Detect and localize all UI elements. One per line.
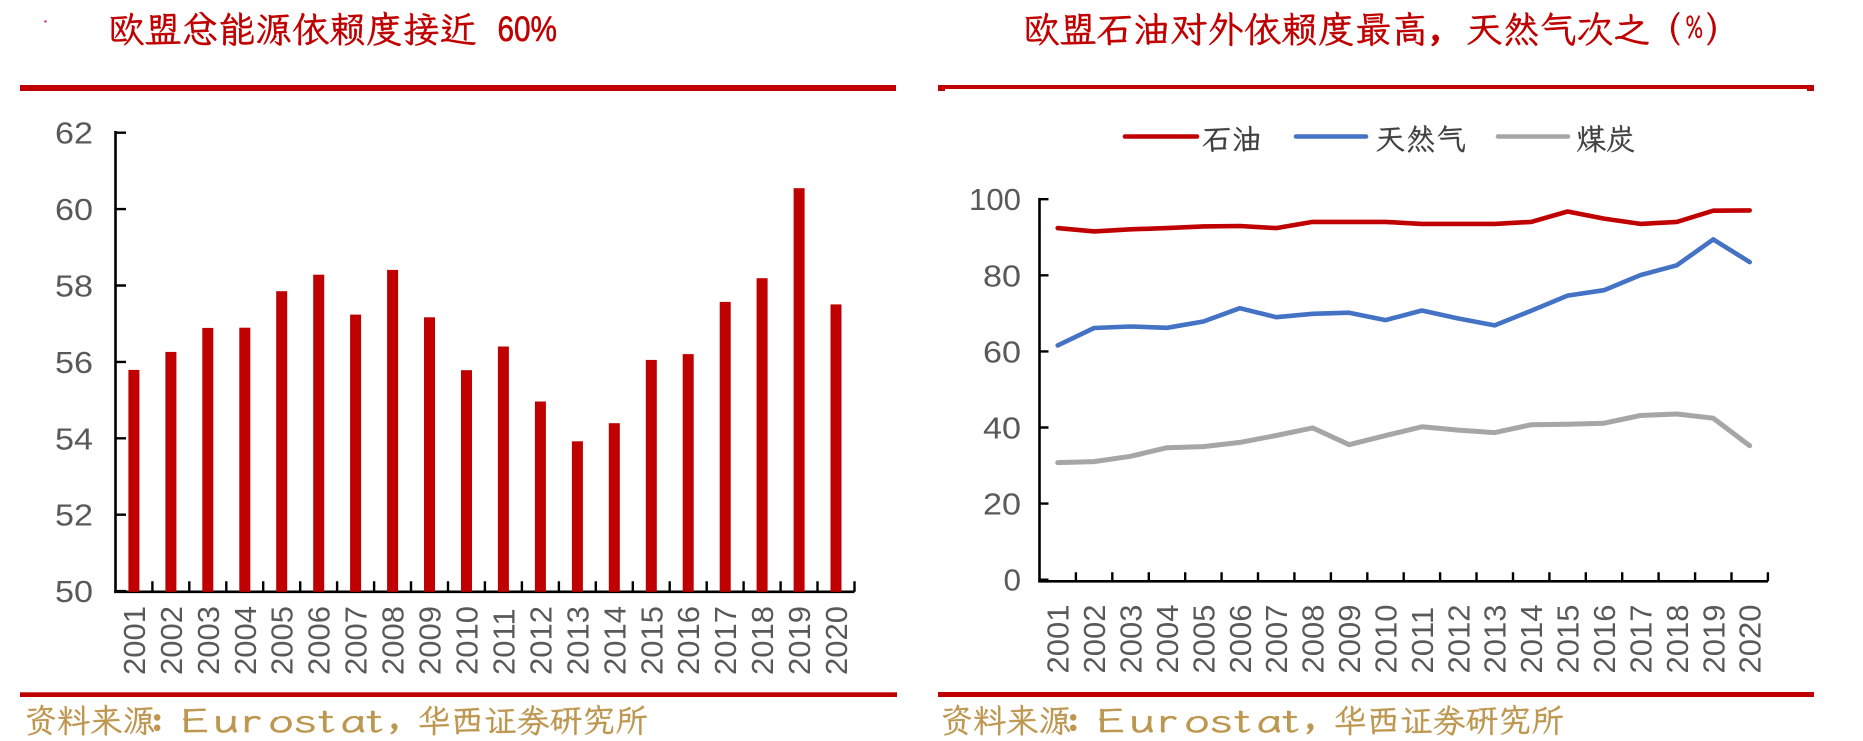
svg-text:2004: 2004 [1150, 605, 1185, 674]
svg-text:56: 56 [55, 345, 93, 380]
svg-text:2018: 2018 [1660, 605, 1695, 674]
svg-text:2020: 2020 [1733, 605, 1768, 674]
svg-text:2005: 2005 [1186, 605, 1221, 674]
svg-text:2010: 2010 [1369, 605, 1404, 674]
svg-text:58: 58 [55, 269, 93, 304]
svg-text:2003: 2003 [1114, 605, 1149, 674]
svg-text:2017: 2017 [708, 606, 743, 675]
svg-text:100: 100 [969, 182, 1021, 217]
svg-text:2012: 2012 [1441, 605, 1476, 674]
svg-text:2007: 2007 [339, 606, 374, 675]
svg-text:54: 54 [55, 421, 93, 456]
svg-text:60: 60 [55, 192, 93, 227]
svg-text:2001: 2001 [1041, 605, 1076, 674]
svg-text:40: 40 [983, 411, 1021, 446]
svg-text:2020: 2020 [819, 606, 854, 675]
svg-text:2009: 2009 [1332, 605, 1367, 674]
svg-text:2008: 2008 [376, 606, 411, 675]
svg-text:2011: 2011 [486, 608, 521, 675]
svg-text:60%: 60% [498, 10, 558, 49]
svg-text:52: 52 [55, 498, 93, 533]
svg-text:2004: 2004 [228, 606, 263, 675]
svg-text:60: 60 [983, 334, 1021, 369]
svg-text:2006: 2006 [1223, 605, 1258, 674]
svg-text:2011: 2011 [1405, 607, 1440, 674]
svg-text:2013: 2013 [1478, 605, 1513, 674]
svg-text:2019: 2019 [782, 606, 817, 675]
svg-text:80: 80 [983, 258, 1021, 293]
svg-text:2007: 2007 [1259, 605, 1294, 674]
svg-text:0: 0 [1004, 563, 1022, 598]
svg-text:2009: 2009 [413, 606, 448, 675]
svg-text:2016: 2016 [1587, 605, 1622, 674]
svg-text:2008: 2008 [1296, 605, 1331, 674]
svg-text:2006: 2006 [302, 606, 337, 675]
svg-text:2015: 2015 [1551, 605, 1586, 674]
svg-text:2014: 2014 [597, 606, 632, 675]
svg-text:2013: 2013 [560, 606, 595, 675]
svg-text:2005: 2005 [265, 606, 300, 675]
svg-text:2014: 2014 [1514, 605, 1549, 674]
svg-text:2012: 2012 [523, 606, 558, 675]
svg-text:2010: 2010 [450, 606, 485, 675]
svg-text:2002: 2002 [154, 606, 189, 675]
svg-text:2001: 2001 [117, 606, 152, 675]
svg-text:2019: 2019 [1696, 605, 1731, 674]
svg-text:2016: 2016 [671, 606, 706, 675]
svg-text:50: 50 [55, 574, 93, 609]
svg-text:62: 62 [55, 116, 93, 151]
svg-text:2003: 2003 [191, 606, 226, 675]
svg-text:2017: 2017 [1623, 605, 1658, 674]
svg-text:2015: 2015 [634, 606, 669, 675]
svg-text:2002: 2002 [1077, 605, 1112, 674]
svg-text:2018: 2018 [745, 606, 780, 675]
svg-text:20: 20 [983, 487, 1021, 522]
